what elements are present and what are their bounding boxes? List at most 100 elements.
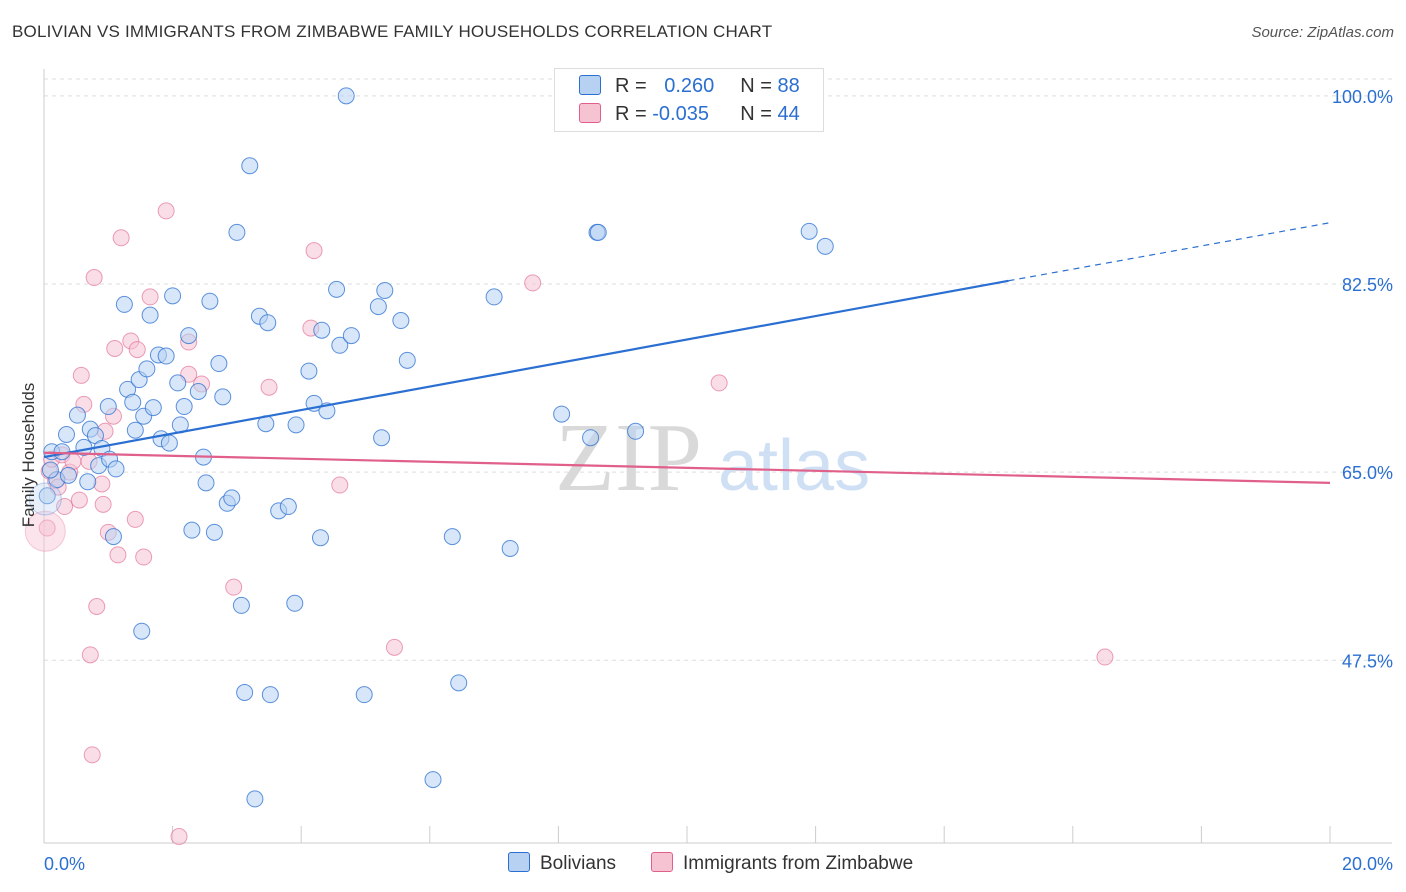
zimbabwe-point	[135, 548, 153, 566]
bolivian-point	[175, 398, 193, 416]
bolivian-point	[443, 528, 461, 546]
bolivian-point	[180, 327, 198, 345]
trend-lines	[43, 222, 1331, 484]
zimbabwe-point	[81, 646, 99, 664]
bottom-legend-swatch-blue	[508, 852, 530, 872]
bolivian-point	[126, 421, 144, 439]
bolivian-point	[197, 474, 215, 492]
bolivian-point	[133, 622, 151, 640]
bolivian-point	[261, 686, 279, 704]
tick-labels: 47.5% 65.0% 82.5% 100.0% 0.0% 20.0%	[44, 87, 1393, 874]
bolivian-point	[279, 498, 297, 516]
bolivian-point	[210, 355, 228, 373]
zimbabwe-point	[112, 229, 130, 247]
bolivian-point	[337, 87, 355, 105]
bolivian-point	[342, 327, 360, 345]
x-tick-label: 20.0%	[1342, 854, 1393, 874]
series-bolivians-points	[28, 87, 834, 808]
bolivian-point	[79, 473, 97, 491]
bolivian-point	[485, 288, 503, 306]
zimbabwe-point	[385, 638, 403, 656]
zimbabwe-point	[88, 598, 106, 615]
zimbabwe-point	[56, 498, 74, 516]
y-tick-label: 65.0%	[1342, 463, 1393, 483]
bottom-legend-zimbabwe: Immigrants from Zimbabwe	[651, 852, 913, 875]
bolivian-point	[144, 399, 162, 417]
bolivian-point	[627, 422, 645, 440]
y-tick-label: 47.5%	[1342, 651, 1393, 671]
y-axis-label: Family Households	[19, 383, 38, 528]
bolivian-point	[589, 223, 607, 241]
bolivian-point	[300, 362, 318, 380]
zimbabwe-point	[331, 476, 349, 494]
zimbabwe-point	[94, 495, 112, 513]
bolivian-point	[241, 157, 259, 175]
bolivian-point	[99, 398, 117, 416]
watermark-zip: ZIP	[555, 404, 702, 512]
bolivian-point	[115, 295, 133, 313]
bolivian-point	[398, 351, 416, 369]
bolivian-point	[164, 287, 182, 305]
bolivian-point	[800, 222, 818, 240]
legend-n-value: 44	[777, 103, 800, 125]
zimbabwe-point	[126, 510, 144, 528]
bolivian-point	[816, 237, 834, 255]
watermark: ZIP atlas	[555, 404, 870, 512]
bolivian-point	[157, 347, 175, 365]
bolivian-point	[424, 771, 442, 789]
zimbabwe-point	[225, 578, 243, 596]
bottom-legend-label: Immigrants from Zimbabwe	[683, 853, 914, 874]
bottom-legend-label: Bolivians	[540, 853, 617, 874]
legend-r-label: R =	[615, 103, 653, 125]
bolivian-point	[501, 539, 519, 557]
zimbabwe-point	[260, 378, 278, 396]
legend-r-value: -0.035	[652, 103, 709, 125]
bottom-legend-bolivians: Bolivians	[508, 852, 616, 875]
zimbabwe-trend-line	[43, 451, 1331, 484]
zimbabwe-point	[141, 288, 159, 306]
bolivian-point	[287, 416, 305, 434]
bolivian-point	[313, 321, 331, 339]
bolivian-point	[286, 594, 304, 612]
bolivian-point	[183, 521, 201, 539]
zimbabwe-point	[72, 366, 90, 384]
legend-swatch-pink	[579, 103, 601, 123]
x-tick-label: 0.0%	[44, 854, 85, 874]
bolivians-trend-line	[43, 279, 1009, 459]
legend-swatch-blue	[579, 75, 601, 95]
bolivian-point	[38, 487, 56, 505]
zimbabwe-point	[24, 510, 66, 552]
bolivian-point	[259, 314, 277, 332]
bolivian-point	[59, 466, 77, 484]
zimbabwe-point	[70, 491, 88, 509]
bolivian-point	[450, 674, 468, 692]
zimbabwe-point	[1096, 648, 1114, 666]
source-label: Source: ZipAtlas.com	[1251, 24, 1394, 41]
bolivian-point	[41, 461, 59, 479]
zimbabwe-point	[128, 341, 146, 359]
zimbabwe-point	[38, 519, 56, 537]
zimbabwe-point	[305, 242, 323, 260]
bolivian-point	[223, 489, 241, 507]
bolivian-point	[138, 360, 156, 378]
bolivian-point	[355, 686, 373, 704]
bolivian-point	[331, 336, 349, 354]
bolivian-point	[124, 393, 142, 411]
legend-r-value: 0.260	[664, 75, 715, 97]
bolivian-point	[104, 528, 122, 546]
bolivians-trend-extension	[1008, 222, 1331, 282]
zimbabwe-point	[83, 746, 101, 764]
legend-n-value: 88	[777, 75, 800, 97]
bolivian-point	[376, 281, 394, 299]
bolivian-point	[28, 482, 62, 516]
zimbabwe-point	[85, 269, 103, 287]
legend-row-zimbabwe: R = -0.035 N = 44	[579, 103, 800, 126]
bolivian-point	[205, 523, 223, 541]
bolivian-point	[246, 790, 264, 808]
bolivian-point	[392, 312, 410, 330]
bolivian-point	[68, 406, 86, 424]
bottom-legend-swatch-pink	[651, 852, 673, 872]
y-tick-label: 100.0%	[1332, 87, 1393, 107]
bolivian-point	[582, 429, 600, 447]
zimbabwe-point	[170, 828, 188, 846]
